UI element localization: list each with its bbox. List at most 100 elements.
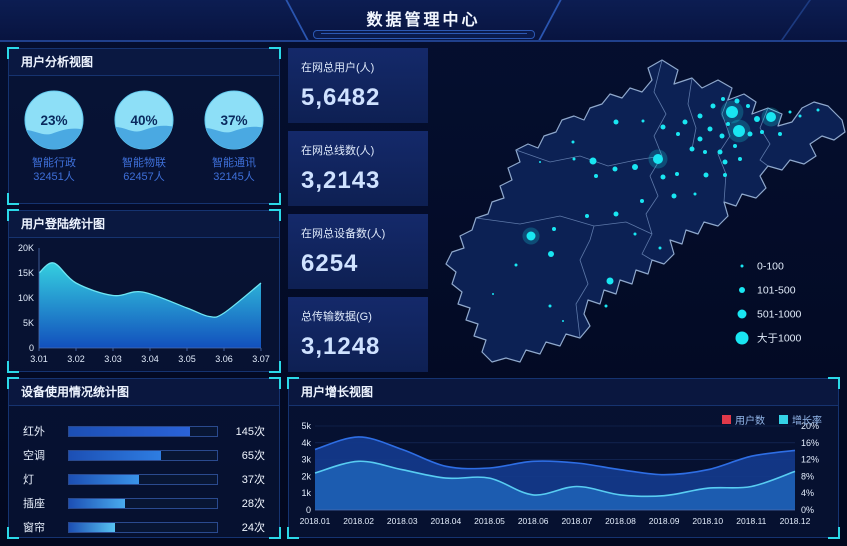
stat-card-total-lines: 在网总线数(人) 3,2143 xyxy=(288,131,428,206)
x-axis-tick: 2018.01 xyxy=(300,516,331,526)
map-dot xyxy=(604,304,608,308)
map-dot xyxy=(697,113,703,119)
map-dot xyxy=(766,112,776,122)
page-title: 数据管理中心 xyxy=(366,12,481,29)
map-dot xyxy=(710,103,716,109)
map-legend-dot xyxy=(737,309,747,319)
panel-device-usage: 设备使用情况统计图 红外 145次 空调 65次 灯 37次 插座 28次 xyxy=(7,377,281,539)
bar-label: 灯 xyxy=(23,474,34,486)
gauge-count: 32145人 xyxy=(213,171,255,183)
panel-login-stats: 用户登陆统计图 0 5K 10K 15K 20K 3.01 3.02 3.03 3.04 3.05… xyxy=(7,209,281,373)
map-dot xyxy=(734,98,740,104)
map-legend-label: 501-1000 xyxy=(757,309,802,321)
map-dot xyxy=(707,126,713,132)
corner-bracket xyxy=(828,527,840,539)
map-legend-label: 0-100 xyxy=(757,261,784,273)
map-dot xyxy=(693,192,697,196)
y-axis-right-tick: 12% xyxy=(801,455,819,465)
x-axis-tick: 2018.03 xyxy=(387,516,418,526)
growth-legend: 用户数 增长率 xyxy=(722,412,822,427)
panel-title-device-usage: 设备使用情况统计图 xyxy=(9,379,279,406)
legend-swatch-growth-rate xyxy=(779,415,788,424)
map-dot xyxy=(548,304,552,308)
legend-label: 增长率 xyxy=(792,416,822,427)
corner-bracket xyxy=(269,47,281,59)
stat-value: 6254 xyxy=(301,250,359,277)
y-axis-left-tick: 4k xyxy=(301,438,311,448)
x-axis-tick: 2018.05 xyxy=(474,516,505,526)
map-dot xyxy=(589,157,597,165)
bar-label: 窗帘 xyxy=(23,522,45,534)
bar-fill xyxy=(69,498,126,508)
map-dot xyxy=(754,116,760,122)
map-dot xyxy=(682,119,688,125)
bar-row-curtain: 窗帘 24次 xyxy=(23,515,265,539)
map-dot xyxy=(798,114,802,118)
corner-bracket xyxy=(7,361,19,373)
bar-label: 空调 xyxy=(23,450,45,462)
bar-fill xyxy=(69,450,161,460)
map-dot xyxy=(562,320,564,322)
map-dot xyxy=(552,227,556,231)
stat-value: 3,1248 xyxy=(301,333,381,360)
stat-label: 在网总线数(人) xyxy=(301,145,375,157)
map-dot xyxy=(641,119,645,123)
panel-title-user-analysis: 用户分析视图 xyxy=(9,49,279,76)
y-axis-left-tick: 1k xyxy=(301,488,311,498)
gauge-comms: 37% 智能通讯 32145人 xyxy=(192,89,276,184)
stat-label: 在网总设备数(人) xyxy=(301,228,386,240)
x-axis-tick: 3.01 xyxy=(30,354,48,364)
y-axis-tick: 5K xyxy=(23,318,34,328)
corner-bracket xyxy=(7,193,19,205)
x-axis-tick: 2018.09 xyxy=(649,516,680,526)
legend-swatch-users xyxy=(722,415,731,424)
panel-title-user-growth: 用户增长视图 xyxy=(289,379,838,406)
x-axis-tick: 2018.07 xyxy=(561,516,592,526)
corner-bracket xyxy=(7,47,19,59)
corner-bracket xyxy=(287,377,299,389)
bar-row-socket: 插座 28次 xyxy=(23,491,265,515)
legend-item-users[interactable]: 用户数 xyxy=(722,412,765,427)
corner-bracket xyxy=(269,361,281,373)
stat-card-total-devices: 在网总设备数(人) 6254 xyxy=(288,214,428,289)
liquid-gauges: 23% 智能行政 32451人 40% 智能物联 62457人 xyxy=(9,76,279,184)
map-legend-label: 101-500 xyxy=(757,285,796,297)
region-map: 0-100 101-500 501-1000 大于1000 xyxy=(445,59,846,363)
map-legend-dot xyxy=(739,287,745,293)
bar-row-infrared: 红外 145次 xyxy=(23,419,265,443)
map-dot xyxy=(653,154,663,164)
map-dot xyxy=(633,232,637,236)
stat-value: 3,2143 xyxy=(301,167,381,194)
map-dot xyxy=(606,277,614,285)
map-dot xyxy=(640,199,644,203)
map-dot xyxy=(492,293,494,295)
map-dot xyxy=(613,211,619,217)
map-dot xyxy=(514,263,518,267)
bar-fill xyxy=(69,426,191,436)
map-dot xyxy=(572,157,576,161)
stat-label: 在网总用户(人) xyxy=(301,62,375,74)
bar-row-light: 灯 37次 xyxy=(23,467,265,491)
y-axis-tick: 10K xyxy=(18,293,34,303)
x-axis-tick: 3.06 xyxy=(215,354,233,364)
legend-item-growth-rate[interactable]: 增长率 xyxy=(779,412,822,427)
bar-row-aircon: 空调 65次 xyxy=(23,443,265,467)
map-dot xyxy=(719,133,725,139)
gauge-count: 62457人 xyxy=(123,171,165,183)
stat-card-total-users: 在网总用户(人) 5,6482 xyxy=(288,48,428,123)
bar-track xyxy=(68,473,218,485)
growth-rate-area-series xyxy=(315,461,795,510)
map-legend: 0-100 101-500 501-1000 大于1000 xyxy=(735,261,802,345)
map-dot xyxy=(594,174,598,178)
x-axis-tick: 3.05 xyxy=(178,354,196,364)
corner-bracket xyxy=(7,377,19,389)
map-dot xyxy=(660,124,666,130)
map-dot xyxy=(722,159,728,165)
gauge-percent: 23% xyxy=(40,113,67,128)
x-axis-tick: 3.07 xyxy=(252,354,270,364)
map-dot xyxy=(632,164,638,170)
bar-label: 红外 xyxy=(23,426,45,438)
x-axis-tick: 2018.04 xyxy=(431,516,462,526)
panel-user-analysis: 用户分析视图 23% 智能行政 32451人 40% 智 xyxy=(7,47,281,205)
